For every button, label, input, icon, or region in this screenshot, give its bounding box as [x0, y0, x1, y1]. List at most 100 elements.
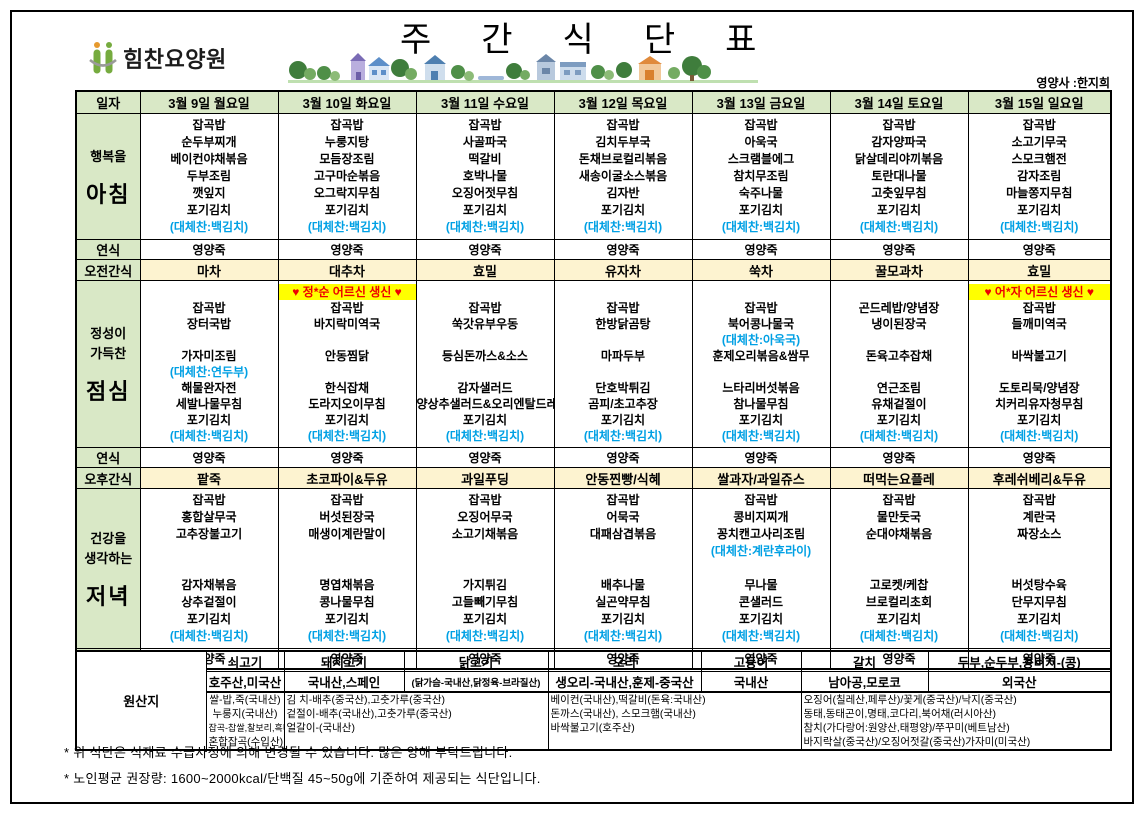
origin-detail-cell: 오징어(칠레산,페루산)/꽃게(중국산)/낙지(중국산) 동태,동태곤이,명태,코… [800, 691, 1112, 751]
afternoon-snack-row: 오후간식 팥죽 초코파이&두유 과일푸딩 안동찐빵/식혜 쌀과자/과일쥬스 떠먹는요플레 후레… [75, 467, 1112, 489]
tree-icon [506, 63, 530, 80]
morning-snack-cell: 꿀모과차 [829, 259, 969, 281]
origin-detail-line: 누룽지(국내산) [212, 708, 278, 720]
menu-item: 포기김치 [186, 612, 232, 626]
menu-item: 잡곡밥 [606, 118, 640, 132]
morning-snack-cell: 쑥차 [691, 259, 831, 281]
menu-item: 스크램블에그 [727, 152, 795, 166]
menu-item: 토란대나물 [871, 169, 927, 183]
footer-note-line: * 위 식단은 식재료 수급사정에 의해 변경될 수 있습니다. 많은 양해 부… [64, 745, 513, 760]
menu-item: 포기김치 [1017, 203, 1062, 217]
menu-item [693, 560, 829, 577]
menu-item: 치커리유자청무침 [995, 397, 1084, 411]
menu-item: 가자미조림 [181, 349, 237, 363]
house-icon [638, 56, 662, 80]
menu-cell: 잡곡밥 사골파국 떡갈비 호박나물 오징어젓무침 포기김치 (대체찬:백김치) [415, 113, 555, 240]
origin-detail-line: 동태,동태곤이,명태,코다리,북어채(러시아산) [803, 708, 997, 720]
menu-item: 실곤약무침 [595, 595, 651, 609]
menu-item [141, 543, 277, 560]
origin-detail-cell: 베이컨(국내산),떡갈비(돈육:국내산) 돈까스(국내산), 스모크햄(국내산) 바… [547, 691, 802, 751]
meal-label-text: 가득찬 [90, 346, 127, 361]
menu-item: 포기김치 [462, 612, 508, 626]
origin-detail-cell: 쌀-밥,죽(국내산) 누룽지(국내산) 잡곡-찹쌀,찰보리,흑미(국내산) 혼합잡곡(… [205, 691, 285, 751]
menu-cell: ♥ 어*자 어르신 생신 ♥ 잡곡밥 들깨미역국 바싹불고기 도토리묵/양념장 치커리유자… [967, 280, 1112, 448]
menu-item [831, 364, 967, 380]
menu-item: 포기김치 [324, 612, 370, 626]
origin-detail-line: 잡곡-찹쌀,찰보리,흑미(국내산) [208, 723, 284, 733]
menu-item: (대체찬:백김치) [1000, 629, 1079, 643]
afternoon-snack-cell: 후레쉬베리&두유 [967, 467, 1112, 489]
menu-item: 마파두부 [600, 349, 646, 363]
soft-meal-cell: 영양죽 [277, 239, 417, 260]
menu-item: 포기김치 [1017, 612, 1062, 626]
meal-row: 행복을 아침 잡곡밥 순두부찌개 베이컨야채볶음 두부조림 깻잎지 포기김치 (대체찬:백김치)… [75, 113, 1112, 240]
nutritionist-label: 영양사 :한지희 [1036, 76, 1110, 90]
menu-item: 돈채브로컬리볶음 [578, 152, 668, 166]
menu-item [417, 560, 553, 577]
weekly-menu-table: 일자 3월 9일 월요일 3월 10일 화요일 3월 11일 수요일 3월 12일 목요… [75, 90, 1112, 670]
origin-detail-row: 쌀-밥,죽(국내산) 누룽지(국내산) 잡곡-찹쌀,찰보리,흑미(국내산) 혼합잡곡(… [76, 691, 1112, 751]
tree-icon [616, 62, 632, 78]
origin-item-value: 국내산,스페인 [283, 671, 405, 693]
origin-detail-line: 돈까스(국내산), 스모크햄(국내산) [550, 708, 696, 720]
menu-item: 잡곡밥 [192, 301, 226, 315]
menu-item: 오징어젓무침 [451, 186, 519, 200]
menu-item: 등심돈까스&소스 [442, 349, 528, 363]
origin-item-header: 고등어 [700, 650, 802, 672]
menu-item: 새송이굴소스볶음 [578, 169, 668, 183]
menu-item: 아욱국 [744, 135, 778, 149]
menu-item: 사골파국 [462, 135, 508, 149]
menu-cell: 잡곡밥 콩비지찌개 꽁치캔고사리조림 (대체찬:계란후라이) 무나물 콘샐러드 포기김치 (대… [691, 488, 831, 649]
meal-label-text: 생각하는 [84, 550, 133, 566]
tree-icon [391, 59, 417, 80]
afternoon-snack-label: 오후간식 [75, 467, 141, 489]
origin-detail-line: 베이컨(국내산),떡갈비(돈육:국내산) [550, 694, 706, 706]
menu-item [555, 332, 691, 348]
menu-item: 잡곡밥 [330, 118, 364, 132]
menu-item: 포기김치 [876, 203, 922, 217]
afternoon-snack-cell: 과일푸딩 [415, 467, 555, 489]
menu-item: 계란국 [1022, 510, 1056, 524]
menu-cell: 잡곡밥 한방닭곰탕 마파두부 단호박튀김 곰피/초고추장 포기김치 (대체찬:백김치) [553, 280, 693, 448]
date-label-header: 일자 [75, 90, 141, 114]
origin-detail-line: 혼합잡곡(수입산) [208, 736, 284, 748]
menu-item: 포기김치 [738, 203, 784, 217]
menu-item: 잡곡밥 [1022, 118, 1056, 132]
origin-detail-line: 참치(가다랑어:원양산,태평양)/쭈꾸미(베트남산) [803, 722, 1010, 734]
menu-item: 콩나물무침 [319, 595, 375, 609]
menu-item [831, 543, 967, 560]
menu-item: (대체찬:연두부) [169, 365, 249, 379]
menu-item: 무나물 [744, 578, 778, 592]
menu-item: 잡곡밥 [744, 118, 778, 132]
menu-item: (대체찬:백김치) [583, 429, 663, 443]
menu-item: 베이컨야채볶음 [170, 152, 248, 166]
morning-snack-row: 오전간식 마차 대추차 효밀 유자차 쑥차 꿀모과차 효밀 [75, 259, 1112, 281]
menu-item: 마늘쫑지무침 [1006, 186, 1073, 200]
soft-meal-label: 연식 [75, 447, 141, 468]
menu-item: 김치두부국 [595, 135, 651, 149]
birthday-banner-slot [141, 284, 277, 300]
menu-item: 콩비지찌개 [733, 510, 789, 524]
menu-item: 명엽채볶음 [319, 578, 375, 592]
meal-label-big: 저녁 [86, 583, 131, 609]
menu-item: 잡곡밥 [606, 493, 640, 507]
menu-item: (대체찬:백김치) [583, 629, 663, 643]
morning-snack-cell: 대추차 [277, 259, 417, 281]
menu-item: 포기김치 [738, 413, 784, 427]
menu-item: (대체찬:백김치) [169, 220, 249, 234]
morning-snack-cell: 유자차 [553, 259, 693, 281]
menu-item: 배추나물 [600, 578, 646, 592]
menu-item: 어묵국 [606, 510, 640, 524]
menu-cell: 잡곡밥 어묵국 대패삼겹볶음 배추나물 실곤약무침 포기김치 (대체찬:백김치) [553, 488, 693, 649]
footer-notes: * 위 식단은 식재료 수급사정에 의해 변경될 수 있습니다. 많은 양해 부… [64, 742, 541, 794]
menu-item: 참나물무침 [733, 397, 789, 411]
menu-item: (대체찬:백김치) [721, 429, 801, 443]
menu-item: 곤드레밥/양념장 [858, 301, 940, 315]
menu-item: 냉이된장국 [871, 317, 927, 331]
birthday-banner-slot [417, 284, 553, 300]
menu-item: 상추겉절이 [181, 595, 237, 609]
origin-item-header: 두부,순두부,콩비지-(콩) [927, 650, 1112, 672]
menu-item: 홍합살무국 [181, 510, 237, 524]
tree-icon [668, 67, 680, 79]
